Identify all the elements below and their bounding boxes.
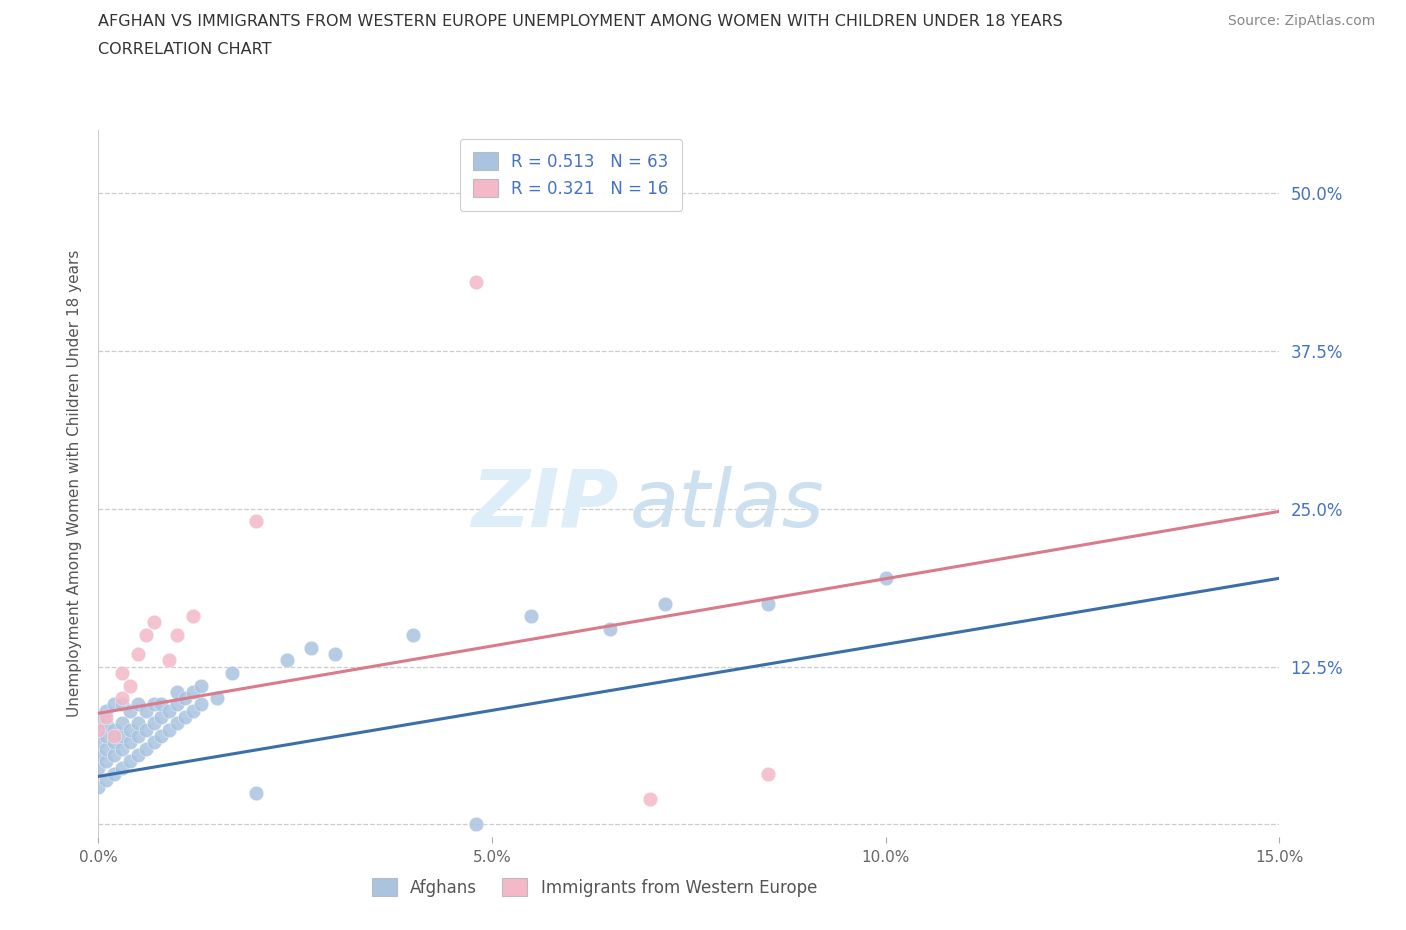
Point [103,723,125,737]
Point [111,691,134,706]
Point [96,754,118,769]
Point [96,710,118,724]
Point [142,735,165,750]
Point [150,728,173,743]
Point [150,698,173,712]
Point [96,773,118,788]
Point [87,748,110,763]
Y-axis label: Unemployment Among Women with Children Under 18 years: Unemployment Among Women with Children U… [67,250,83,717]
Point [654,596,676,611]
Point [111,666,134,681]
Point [96,741,118,756]
Point [166,698,188,712]
Point [87,779,110,794]
Point [276,653,298,668]
Point [118,735,141,750]
Point [127,748,149,763]
Text: ZIP: ZIP [471,466,619,544]
Point [135,703,157,718]
Point [96,728,118,743]
Point [127,728,149,743]
Point [638,791,661,806]
Point [245,785,267,800]
Point [111,728,134,743]
Point [142,716,165,731]
Point [142,698,165,712]
Point [157,703,180,718]
Point [118,723,141,737]
Point [402,628,425,643]
Point [87,710,110,724]
Point [150,710,173,724]
Point [87,735,110,750]
Point [118,678,141,693]
Point [127,698,149,712]
Text: AFGHAN VS IMMIGRANTS FROM WESTERN EUROPE UNEMPLOYMENT AMONG WOMEN WITH CHILDREN : AFGHAN VS IMMIGRANTS FROM WESTERN EUROPE… [98,14,1063,29]
Point [166,684,188,699]
Point [103,748,125,763]
Point [756,766,779,781]
Point [190,698,212,712]
Point [118,703,141,718]
Point [166,716,188,731]
Point [127,716,149,731]
Point [181,703,204,718]
Point [323,646,346,661]
Point [756,596,779,611]
Point [465,817,488,831]
Point [103,698,125,712]
Point [111,716,134,731]
Text: atlas: atlas [630,466,825,544]
Point [221,666,243,681]
Point [299,640,322,655]
Point [599,621,621,636]
Point [96,703,118,718]
Point [127,646,149,661]
Point [87,723,110,737]
Text: Source: ZipAtlas.com: Source: ZipAtlas.com [1227,14,1375,28]
Text: CORRELATION CHART: CORRELATION CHART [98,42,271,57]
Point [181,609,204,624]
Point [174,710,197,724]
Point [103,728,125,743]
Point [174,691,197,706]
Point [465,274,488,289]
Point [181,684,204,699]
Point [87,723,110,737]
Point [111,741,134,756]
Point [205,691,228,706]
Legend: Afghans, Immigrants from Western Europe: Afghans, Immigrants from Western Europe [359,865,831,910]
Point [103,735,125,750]
Point [875,571,897,586]
Point [245,514,267,529]
Point [190,678,212,693]
Point [166,628,188,643]
Point [135,628,157,643]
Point [118,754,141,769]
Point [87,760,110,775]
Point [157,653,180,668]
Point [96,716,118,731]
Point [142,615,165,630]
Point [520,609,543,624]
Point [135,741,157,756]
Point [111,698,134,712]
Point [103,766,125,781]
Point [135,723,157,737]
Point [111,760,134,775]
Point [157,723,180,737]
